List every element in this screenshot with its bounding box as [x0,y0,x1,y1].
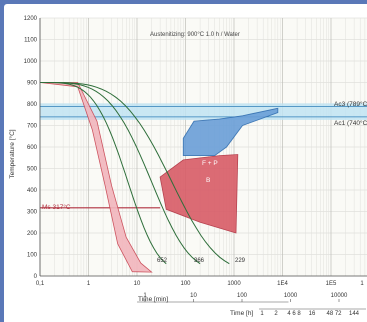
cooling-curves [40,82,230,265]
curve-label-366: 366 [194,258,205,264]
curve-label-652: 652 [157,258,168,264]
x-tick-label-min: 0,1 [36,281,45,287]
x-tick-label-h: 2 [274,311,278,317]
x-tick-label-min2: 100 [237,293,248,299]
x-tick-label-min: 1E4 [277,281,288,287]
ac1-label: Ac1 (740°C) [334,119,367,127]
y-tick-label: 400 [27,188,38,194]
axes: 0100200300400500600700800900100011001200… [24,16,367,317]
chart-frame: 0 100 200 300 400 500 600 700 800 900 1000 1100 1200… [4,4,367,322]
cooling-curve-229 [40,82,230,265]
curve-label-229: 229 [235,258,246,264]
martensite-region [39,82,153,273]
x-tick-label-min: 1 [87,281,91,287]
y-tick-label: 1100 [24,38,38,44]
y-tick-label: 900 [27,81,38,87]
region-b-label: B [206,177,210,184]
x-tick-label-h: 1 [260,311,264,317]
x-tick-label-min: 1000 [227,281,241,287]
phase-regions [39,82,279,273]
cct-diagram: 0100200300400500600700800900100011001200… [8,16,367,317]
x-tick-label-h: 4 6 8 [287,311,301,317]
y-tick-label: 500 [27,167,38,173]
y-tick-label: 1200 [24,16,38,22]
x-tick-label-min2: 10000 [331,293,348,299]
bainite-region [159,154,239,234]
ac3-label: Ac3 (789°C) [334,100,367,108]
grid [39,17,367,277]
x-tick-label-min2: 10 [190,293,197,299]
y-tick-label: 0 [34,274,38,280]
y-axis-label: Temperature [°C] [8,129,16,178]
x-tick-label-h: 144 [349,311,360,317]
y-tick-label: 700 [27,124,38,130]
y-tick-label: 300 [27,210,38,216]
x-tick-label-min2: 1000 [284,293,298,299]
chart-title: Austenitizing: 900°C 1.0 h / Water [150,32,240,38]
y-tick-label: 600 [27,145,38,151]
x-tick-label-min2: 1 [143,293,147,299]
x-tick-label-min: 10 [134,281,141,287]
ms-label: Ms 317°C [42,203,71,211]
x-axis-label-min: Time [min] [138,296,168,303]
y-tick-label: 800 [27,102,38,108]
ac-band [40,103,367,120]
x-tick-label-h: 48 72 [326,311,342,317]
region-fp-label: F + P [202,160,218,167]
y-tick-label: 100 [27,253,38,259]
x-tick-label-min: 1E5 [326,281,337,287]
x-tick-label-h: 16 [309,311,316,317]
x-tick-label-min: 100 [180,281,191,287]
x-axis-label-h: Time [h] [230,310,253,317]
y-tick-label: 1000 [24,59,38,65]
y-tick-label: 200 [27,231,38,237]
x-tick-label-min: 1 [360,281,364,287]
ferrite-pearlite-region [182,107,279,157]
